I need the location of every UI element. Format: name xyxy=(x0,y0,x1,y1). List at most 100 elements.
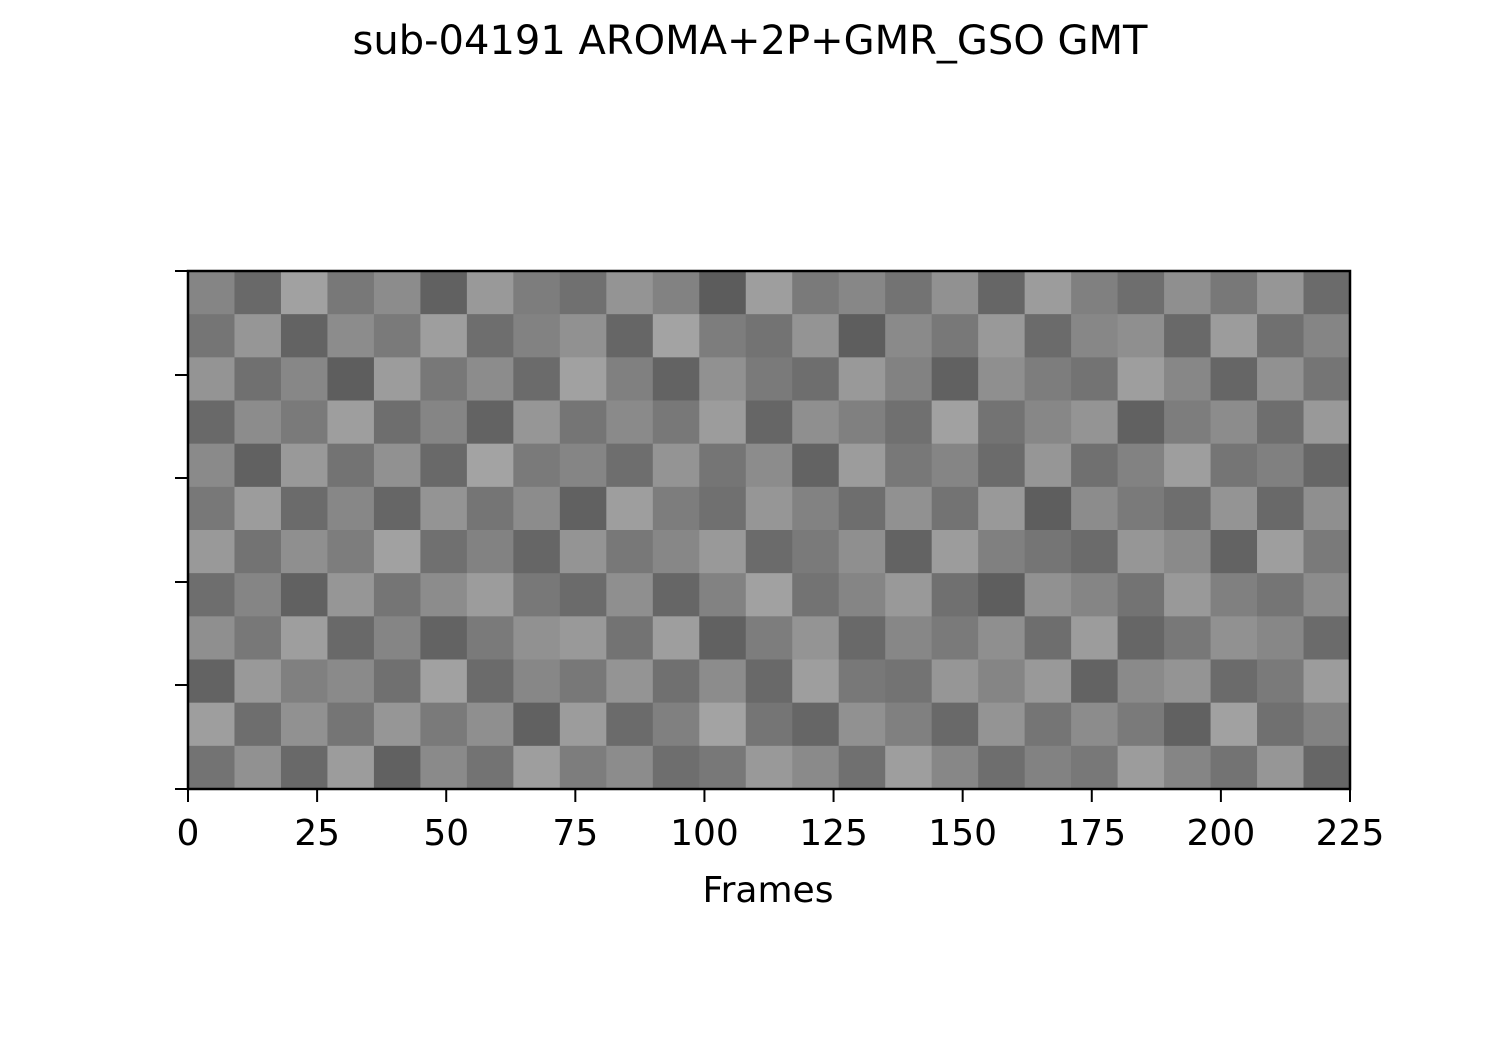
heatmap-cell xyxy=(885,573,933,617)
heatmap-cell xyxy=(792,443,840,488)
heatmap-cell xyxy=(559,314,607,358)
heatmap-cell xyxy=(745,486,793,531)
heatmap-cell xyxy=(234,573,282,617)
heatmap-cell xyxy=(838,357,886,401)
heatmap-cell xyxy=(1071,400,1119,445)
x-tick-label: 0 xyxy=(177,813,200,854)
heatmap-cell xyxy=(745,443,793,488)
heatmap-cell xyxy=(1164,357,1212,401)
y-tick-marks xyxy=(175,270,188,790)
heatmap-cell xyxy=(234,616,282,660)
heatmap-cell xyxy=(420,659,468,704)
heatmap-cell xyxy=(652,443,700,488)
heatmap-cell xyxy=(1117,400,1165,445)
heatmap-cell xyxy=(234,745,282,790)
heatmap-cell xyxy=(1024,486,1072,531)
heatmap-cell xyxy=(559,702,607,747)
heatmap-cell xyxy=(1303,314,1351,358)
heatmap-cell xyxy=(420,271,468,315)
heatmap-cell xyxy=(1210,616,1258,660)
heatmap-cell xyxy=(373,357,421,401)
heatmap-cell xyxy=(466,314,514,358)
heatmap-cell xyxy=(1164,314,1212,358)
heatmap-cell xyxy=(652,659,700,704)
heatmap-cell xyxy=(1164,702,1212,747)
heatmap-cell xyxy=(1210,486,1258,531)
heatmap-cell xyxy=(1257,357,1305,401)
plot-frame xyxy=(186,269,1352,791)
heatmap-cell xyxy=(373,659,421,704)
heatmap-cell xyxy=(1210,530,1258,574)
heatmap-cell xyxy=(373,530,421,574)
heatmap-cell xyxy=(1071,702,1119,747)
heatmap-cell xyxy=(234,314,282,358)
heatmap-cell xyxy=(1164,271,1212,315)
heatmap-cell xyxy=(466,616,514,660)
heatmap-cell xyxy=(1257,486,1305,531)
heatmap-cell xyxy=(513,702,561,747)
heatmap-cell xyxy=(978,314,1026,358)
heatmap-cell xyxy=(745,659,793,704)
heatmap-cell xyxy=(513,400,561,445)
x-tick-label: 25 xyxy=(294,813,340,854)
heatmap-cell xyxy=(280,357,328,401)
heatmap-cell xyxy=(280,314,328,358)
heatmap-cell xyxy=(699,400,747,445)
heatmap-cell xyxy=(652,486,700,531)
heatmap-cell xyxy=(792,314,840,358)
heatmap-cell xyxy=(931,314,979,358)
heatmap-cell xyxy=(559,443,607,488)
heatmap-cell xyxy=(1071,659,1119,704)
heatmap-cell xyxy=(327,616,375,660)
heatmap-cell xyxy=(885,400,933,445)
heatmap-cell xyxy=(466,745,514,790)
heatmap-cell xyxy=(1024,314,1072,358)
heatmap-cell xyxy=(420,573,468,617)
heatmap-cell xyxy=(1024,357,1072,401)
heatmap-cell xyxy=(931,357,979,401)
heatmap-cell xyxy=(420,357,468,401)
heatmap-cell xyxy=(652,400,700,445)
heatmap-cell xyxy=(978,400,1026,445)
heatmap-cell xyxy=(1071,486,1119,531)
heatmap-cell xyxy=(280,271,328,315)
heatmap-cell xyxy=(838,573,886,617)
heatmap-cell xyxy=(745,702,793,747)
heatmap-cell xyxy=(1117,486,1165,531)
heatmap-cell xyxy=(234,357,282,401)
heatmap-cell xyxy=(699,745,747,790)
heatmap-cell xyxy=(513,745,561,790)
heatmap-cell xyxy=(1210,271,1258,315)
heatmap-cell xyxy=(466,271,514,315)
heatmap-cell xyxy=(652,314,700,358)
heatmap-cell xyxy=(327,357,375,401)
heatmap-cell xyxy=(420,314,468,358)
heatmap-cell xyxy=(699,702,747,747)
heatmap-cell xyxy=(652,616,700,660)
heatmap-cell xyxy=(1257,659,1305,704)
heatmap-cell xyxy=(1210,745,1258,790)
heatmap-cell xyxy=(838,314,886,358)
heatmap-cell xyxy=(745,314,793,358)
heatmap-cell xyxy=(1257,702,1305,747)
heatmap-cell xyxy=(1210,357,1258,401)
heatmap-cell xyxy=(466,486,514,531)
heatmap-cell xyxy=(327,486,375,531)
heatmap-cell xyxy=(838,443,886,488)
heatmap-cell xyxy=(931,443,979,488)
heatmap-cell xyxy=(1024,400,1072,445)
heatmap-cell xyxy=(1257,443,1305,488)
heatmap-cell xyxy=(420,400,468,445)
heatmap-cell xyxy=(699,659,747,704)
heatmap-cell xyxy=(420,486,468,531)
heatmap-cell xyxy=(327,573,375,617)
heatmap-cell xyxy=(606,616,654,660)
heatmap-cell xyxy=(1164,486,1212,531)
heatmap-cell xyxy=(513,486,561,531)
heatmap-cell xyxy=(931,400,979,445)
heatmap-cell xyxy=(606,314,654,358)
heatmap-cell xyxy=(792,702,840,747)
heatmap-cell xyxy=(1071,357,1119,401)
heatmap-cell xyxy=(652,745,700,790)
